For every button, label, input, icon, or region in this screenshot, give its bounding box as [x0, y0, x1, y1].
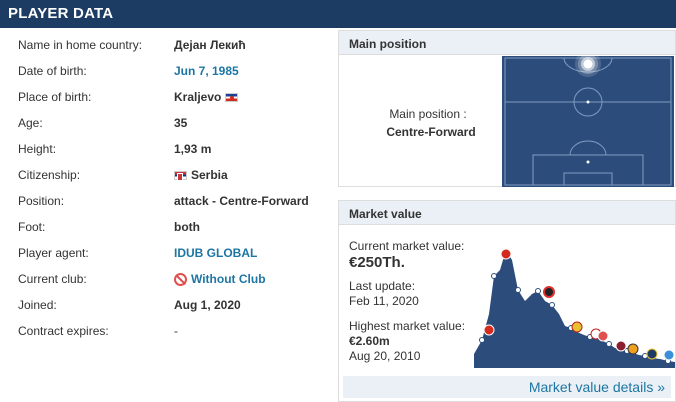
market-value-footer: Market value details » [343, 376, 671, 398]
label-citizenship: Citizenship: [18, 168, 81, 182]
without-club-icon [174, 272, 187, 286]
chart-point[interactable] [549, 302, 555, 308]
place-of-birth-text: Kraljevo [174, 90, 222, 104]
info-row-dob: Date of birth: Jun 7, 1985 [0, 58, 332, 84]
last-update-label: Last update: [349, 279, 416, 293]
value-position: attack - Centre-Forward [174, 194, 309, 208]
info-row-height: Height: 1,93 m [0, 136, 332, 162]
club-crest-icon[interactable] [627, 343, 639, 355]
pitch-centre-spot [586, 100, 590, 104]
info-row-contract: Contract expires: - [0, 318, 332, 344]
club-crest-icon[interactable] [500, 248, 512, 260]
chart-point[interactable] [491, 273, 497, 279]
info-row-name: Name in home country: Дејан Лекић [0, 32, 332, 58]
chart-point[interactable] [515, 287, 521, 293]
info-row-current-club: Current club: Without Club [0, 266, 332, 292]
label-current-club: Current club: [18, 272, 87, 286]
highest-market-value-label: Highest market value: [349, 319, 466, 333]
pitch-goal-area [563, 172, 613, 186]
info-row-foot: Foot: both [0, 214, 332, 240]
club-crest-icon[interactable] [663, 349, 675, 361]
club-crest-icon[interactable] [571, 321, 583, 333]
value-contract-expires: - [174, 324, 178, 338]
pitch-top-arc [563, 57, 613, 73]
last-update-value: Feb 11, 2020 [349, 294, 419, 308]
citizenship-text: Serbia [191, 168, 228, 182]
pitch-penalty-spot [586, 160, 590, 164]
chart-point[interactable] [606, 341, 612, 347]
current-club-text: Without Club [191, 272, 266, 286]
label-name-home-country: Name in home country: [18, 38, 143, 52]
value-age: 35 [174, 116, 188, 130]
chart-point[interactable] [479, 337, 485, 343]
market-value-area [474, 250, 675, 368]
club-crest-icon[interactable] [597, 330, 609, 342]
market-value-details-link[interactable]: Market value details » [528, 379, 665, 395]
value-name-home-country: Дејан Лекић [174, 38, 246, 52]
label-player-agent: Player agent: [18, 246, 89, 260]
value-height: 1,93 m [174, 142, 212, 156]
club-crest-icon[interactable] [483, 324, 495, 336]
value-place-of-birth: Kraljevo [174, 90, 239, 104]
highest-market-value-date: Aug 20, 2010 [349, 349, 421, 363]
football-pitch-diagram [502, 56, 674, 187]
label-height: Height: [18, 142, 57, 156]
market-value-title: Market value [339, 201, 675, 225]
value-citizenship: Serbia [174, 168, 228, 182]
info-row-place-of-birth: Place of birth: Kraljevo [0, 84, 332, 110]
player-agent-link[interactable]: IDUB GLOBAL [174, 246, 258, 260]
main-position-label: Main position : [389, 107, 467, 121]
market-value-panel: Market value Current market value: €250T… [338, 200, 676, 402]
main-position-title: Main position [339, 31, 675, 55]
label-position: Position: [18, 194, 65, 208]
club-crest-markers [483, 248, 675, 361]
info-row-joined: Joined: Aug 1, 2020 [0, 292, 332, 318]
yugoslavia-flag-icon [225, 92, 239, 102]
market-value-chart[interactable] [472, 228, 676, 368]
value-joined: Aug 1, 2020 [174, 298, 241, 312]
info-row-citizenship: Citizenship: Serbia [0, 162, 332, 188]
serbia-flag-icon [174, 170, 187, 181]
info-row-agent: Player agent: IDUB GLOBAL [0, 240, 332, 266]
date-of-birth-link[interactable]: Jun 7, 1985 [174, 64, 239, 78]
label-contract-expires: Contract expires: [18, 324, 109, 338]
highest-market-value: €2.60m [349, 334, 390, 348]
main-position-panel: Main position Main position : Centre-For… [338, 30, 676, 187]
pitch-field [502, 56, 674, 187]
section-title: PLAYER DATA [8, 5, 114, 22]
player-data-header: PLAYER DATA [0, 0, 676, 28]
info-row-age: Age: 35 [0, 110, 332, 136]
pitch-penalty-arc [569, 140, 607, 156]
chart-point[interactable] [535, 288, 541, 294]
current-market-value: €250Th. [349, 254, 405, 271]
main-position-value: Centre-Forward [386, 125, 476, 139]
label-joined: Joined: [18, 298, 57, 312]
value-foot: both [174, 220, 200, 234]
info-row-position: Position: attack - Centre-Forward [0, 188, 332, 214]
pitch-centre-circle [573, 87, 603, 117]
label-foot: Foot: [18, 220, 46, 234]
label-place-of-birth: Place of birth: [18, 90, 92, 104]
club-crest-icon[interactable] [646, 348, 658, 360]
centre-forward-position-marker [575, 56, 601, 77]
label-date-of-birth: Date of birth: [18, 64, 87, 78]
label-age: Age: [18, 116, 43, 130]
current-club-link[interactable]: Without Club [174, 272, 266, 286]
club-crest-icon[interactable] [543, 286, 555, 298]
current-market-value-label: Current market value: [349, 239, 465, 253]
club-crest-icon[interactable] [615, 340, 627, 352]
